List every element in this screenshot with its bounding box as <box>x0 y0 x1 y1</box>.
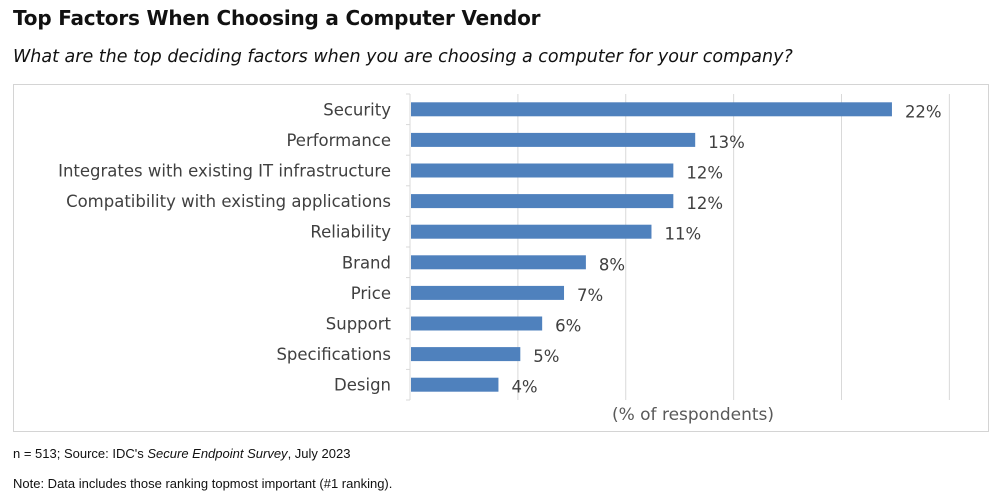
category-label: Performance <box>286 131 391 150</box>
data-label: 12% <box>686 164 723 183</box>
bar <box>411 255 586 270</box>
x-axis-label: (% of respondents) <box>612 405 774 425</box>
data-label: 22% <box>905 102 942 121</box>
data-label: 4% <box>511 378 537 397</box>
category-label: Price <box>351 284 391 303</box>
bar <box>411 347 521 362</box>
chart-frame <box>13 84 989 432</box>
data-label: 11% <box>664 225 701 244</box>
data-label: 7% <box>577 286 603 305</box>
bar <box>411 132 696 147</box>
bar <box>411 285 565 300</box>
bar <box>411 102 892 117</box>
bar <box>411 163 674 178</box>
source-title: Secure Endpoint Survey <box>147 446 288 461</box>
bar <box>411 224 652 239</box>
bar <box>411 316 543 331</box>
data-label: 8% <box>599 255 625 274</box>
source-prefix: n = 513; Source: IDC's <box>13 446 148 461</box>
note-footnote: Note: Data includes those ranking topmos… <box>13 476 393 491</box>
source-footnote: n = 513; Source: IDC's Secure Endpoint S… <box>13 446 350 461</box>
category-label: Design <box>334 376 391 395</box>
category-label: Security <box>323 100 391 119</box>
category-label: Brand <box>342 253 391 272</box>
bar <box>411 377 499 392</box>
chart-subtitle: What are the top deciding factors when y… <box>13 47 793 67</box>
data-label: 6% <box>555 317 581 336</box>
source-suffix: , July 2023 <box>287 446 351 461</box>
category-label: Integrates with existing IT infrastructu… <box>58 162 391 181</box>
category-label: Support <box>326 315 392 334</box>
data-label: 5% <box>533 347 559 366</box>
category-label: Compatibility with existing applications <box>66 192 391 211</box>
category-label: Reliability <box>310 223 391 242</box>
data-label: 13% <box>708 133 745 152</box>
category-label: Specifications <box>276 345 391 364</box>
data-label: 12% <box>686 194 723 213</box>
bar <box>411 194 674 209</box>
chart-title: Top Factors When Choosing a Computer Ven… <box>13 6 541 30</box>
